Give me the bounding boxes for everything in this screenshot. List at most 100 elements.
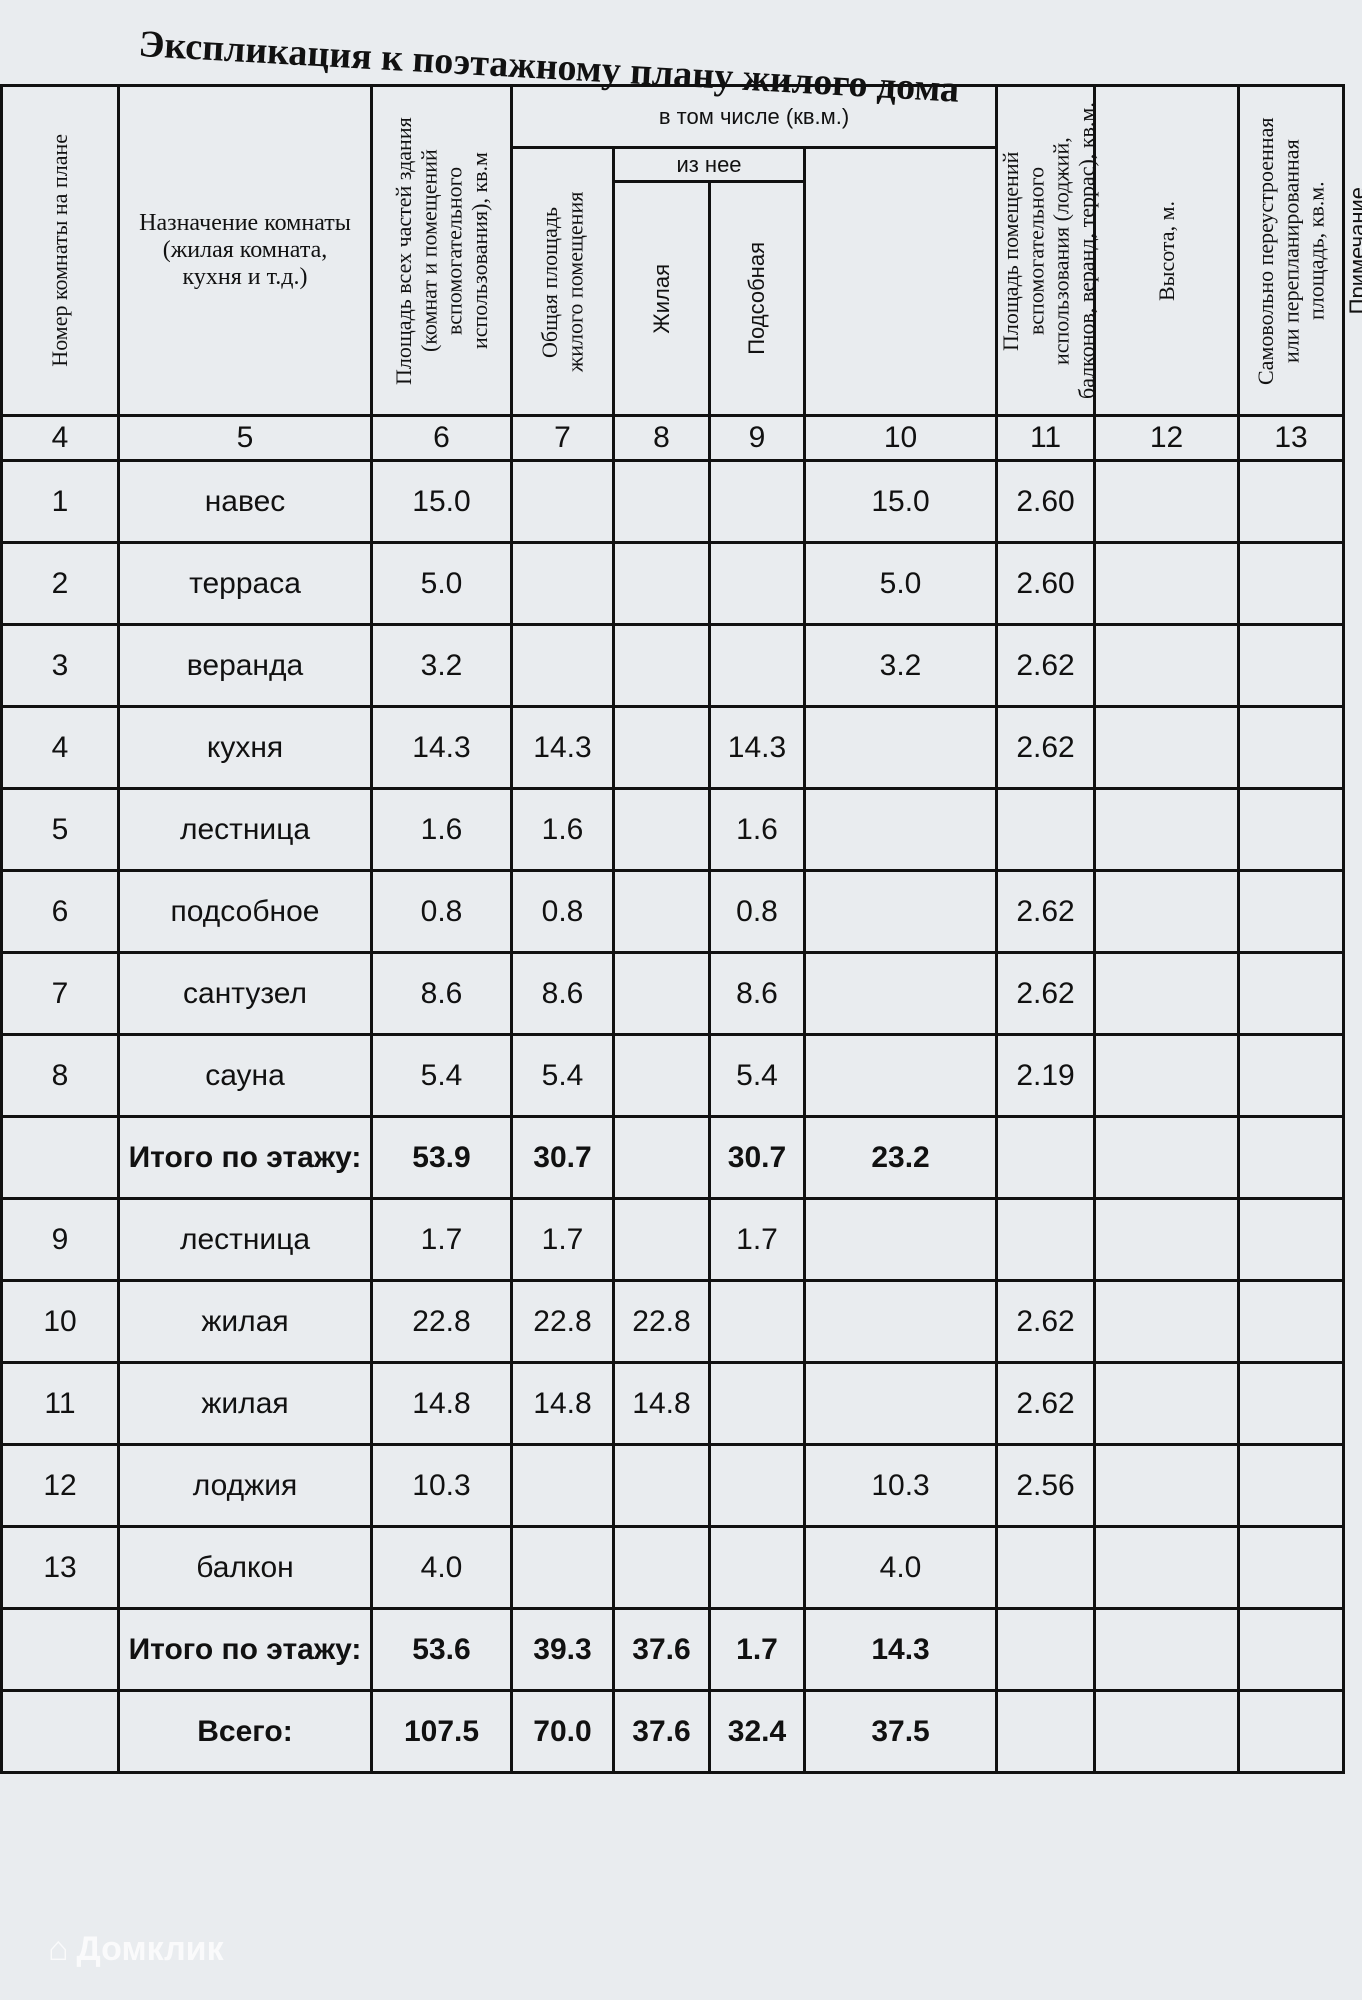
table-cell <box>612 1115 711 1200</box>
table-cell <box>802 1197 999 1282</box>
column-number: 8 <box>612 414 711 462</box>
table-cell: 8 <box>0 1033 120 1118</box>
explication-table: Номер комнаты на плане Назначение комнат… <box>0 84 1362 1774</box>
table-cell <box>1237 459 1346 544</box>
table-row: 11 жилая 14.8 14.8 14.8 2.62 <box>0 1361 1346 1446</box>
table-cell <box>1237 1279 1346 1364</box>
table-cell: 2.62 <box>995 623 1097 708</box>
table-row: 3 веранда 3.2 3.2 2.62 <box>0 623 1346 708</box>
table-cell: 14.3 <box>370 705 513 790</box>
table-cell: 14.8 <box>370 1361 513 1446</box>
table-cell: 53.6 <box>370 1607 513 1692</box>
table-cell <box>1093 1443 1241 1528</box>
table-cell <box>612 623 711 708</box>
table-cell: 10 <box>0 1279 120 1364</box>
column-number: 5 <box>117 414 373 462</box>
table-cell: сауна <box>117 1033 373 1118</box>
table-row: 12 лоджия 10.3 10.3 2.56 <box>0 1443 1346 1528</box>
header-group: в том числе (кв.м.) <box>509 84 999 149</box>
table-cell: 1.7 <box>708 1607 806 1692</box>
table-cell <box>1237 787 1346 872</box>
table-row: 13 балкон 4.0 4.0 <box>0 1525 1346 1610</box>
table-cell: 8.6 <box>708 951 806 1036</box>
table-cell: 3.2 <box>370 623 513 708</box>
table-cell <box>1237 1361 1346 1446</box>
table-cell: 6 <box>0 869 120 954</box>
table-cell: 14.8 <box>612 1361 711 1446</box>
table-cell <box>612 951 711 1036</box>
table-cell: балкон <box>117 1525 373 1610</box>
table-cell: 30.7 <box>510 1115 615 1200</box>
column-number: 9 <box>708 414 806 462</box>
table-cell: 5.4 <box>510 1033 615 1118</box>
table-cell: 15.0 <box>802 459 999 544</box>
table-row: 6 подсобное 0.8 0.8 0.8 2.62 <box>0 869 1346 954</box>
table-cell: 10.3 <box>802 1443 999 1528</box>
table-cell: 2.62 <box>995 869 1097 954</box>
table-cell <box>1093 1607 1241 1692</box>
table-cell <box>708 623 806 708</box>
table-cell: подсобное <box>117 869 373 954</box>
table-cell: Всего: <box>117 1689 373 1774</box>
table-cell <box>1093 1197 1241 1282</box>
table-cell <box>708 1279 806 1364</box>
table-cell <box>612 705 711 790</box>
table-cell <box>510 459 615 544</box>
table-cell <box>995 1525 1097 1610</box>
table-cell: 39.3 <box>510 1607 615 1692</box>
column-number: 11 <box>995 414 1097 462</box>
table-cell: 14.3 <box>708 705 806 790</box>
table-cell: 14.3 <box>802 1607 999 1692</box>
table-cell: 2.62 <box>995 705 1097 790</box>
table-cell <box>1237 623 1346 708</box>
header-living-premises-area: Общая площадь жилого помещения <box>510 146 615 417</box>
header-aux-area: Площадь помещений вспомогательного испол… <box>995 84 1099 417</box>
header-room-purpose: Назначение комнаты (жилая комната, кухня… <box>117 84 373 417</box>
column-number: 6 <box>370 414 513 462</box>
table-cell <box>1093 705 1241 790</box>
column-number: 7 <box>510 414 615 462</box>
table-cell <box>1237 1443 1346 1528</box>
table-cell: лестница <box>117 1197 373 1282</box>
table-cell <box>1237 869 1346 954</box>
table-cell <box>802 869 999 954</box>
header-living: Жилая <box>612 180 711 417</box>
table-cell <box>612 1525 711 1610</box>
table-cell: навес <box>117 459 373 544</box>
table-cell <box>612 541 711 626</box>
table-cell <box>1237 1115 1346 1200</box>
column-number: 13 <box>1237 414 1346 462</box>
table-cell <box>1093 869 1241 954</box>
table-cell: 2.62 <box>995 1361 1097 1446</box>
table-cell: кухня <box>117 705 373 790</box>
table-cell: 32.4 <box>708 1689 806 1774</box>
table-cell <box>1093 1033 1241 1118</box>
column-number: 12 <box>1093 414 1241 462</box>
table-cell: веранда <box>117 623 373 708</box>
table-cell <box>802 705 999 790</box>
table-cell: 2.60 <box>995 541 1097 626</box>
table-cell <box>1093 623 1241 708</box>
header-utility: Подсобная <box>708 180 806 417</box>
table-cell: 1.7 <box>708 1197 806 1282</box>
table-cell: 70.0 <box>510 1689 615 1774</box>
table-cell <box>708 1443 806 1528</box>
table-cell: 14.8 <box>510 1361 615 1446</box>
total-row: Всего: 107.5 70.0 37.6 32.4 37.5 <box>0 1689 1346 1774</box>
table-cell: 2.19 <box>995 1033 1097 1118</box>
table-cell <box>1093 1525 1241 1610</box>
table-cell <box>1237 541 1346 626</box>
table-cell <box>1093 951 1241 1036</box>
table-cell: 7 <box>0 951 120 1036</box>
table-cell <box>802 951 999 1036</box>
table-cell: 12 <box>0 1443 120 1528</box>
table-cell: 22.8 <box>370 1279 513 1364</box>
table-row: 2 терраса 5.0 5.0 2.60 <box>0 541 1346 626</box>
table-cell <box>995 1115 1097 1200</box>
table-cell: 1.6 <box>510 787 615 872</box>
header-height: Высота, м. <box>1093 84 1241 417</box>
column-number: 10 <box>802 414 999 462</box>
table-cell: 1.6 <box>370 787 513 872</box>
table-cell <box>612 1197 711 1282</box>
table-cell <box>802 787 999 872</box>
